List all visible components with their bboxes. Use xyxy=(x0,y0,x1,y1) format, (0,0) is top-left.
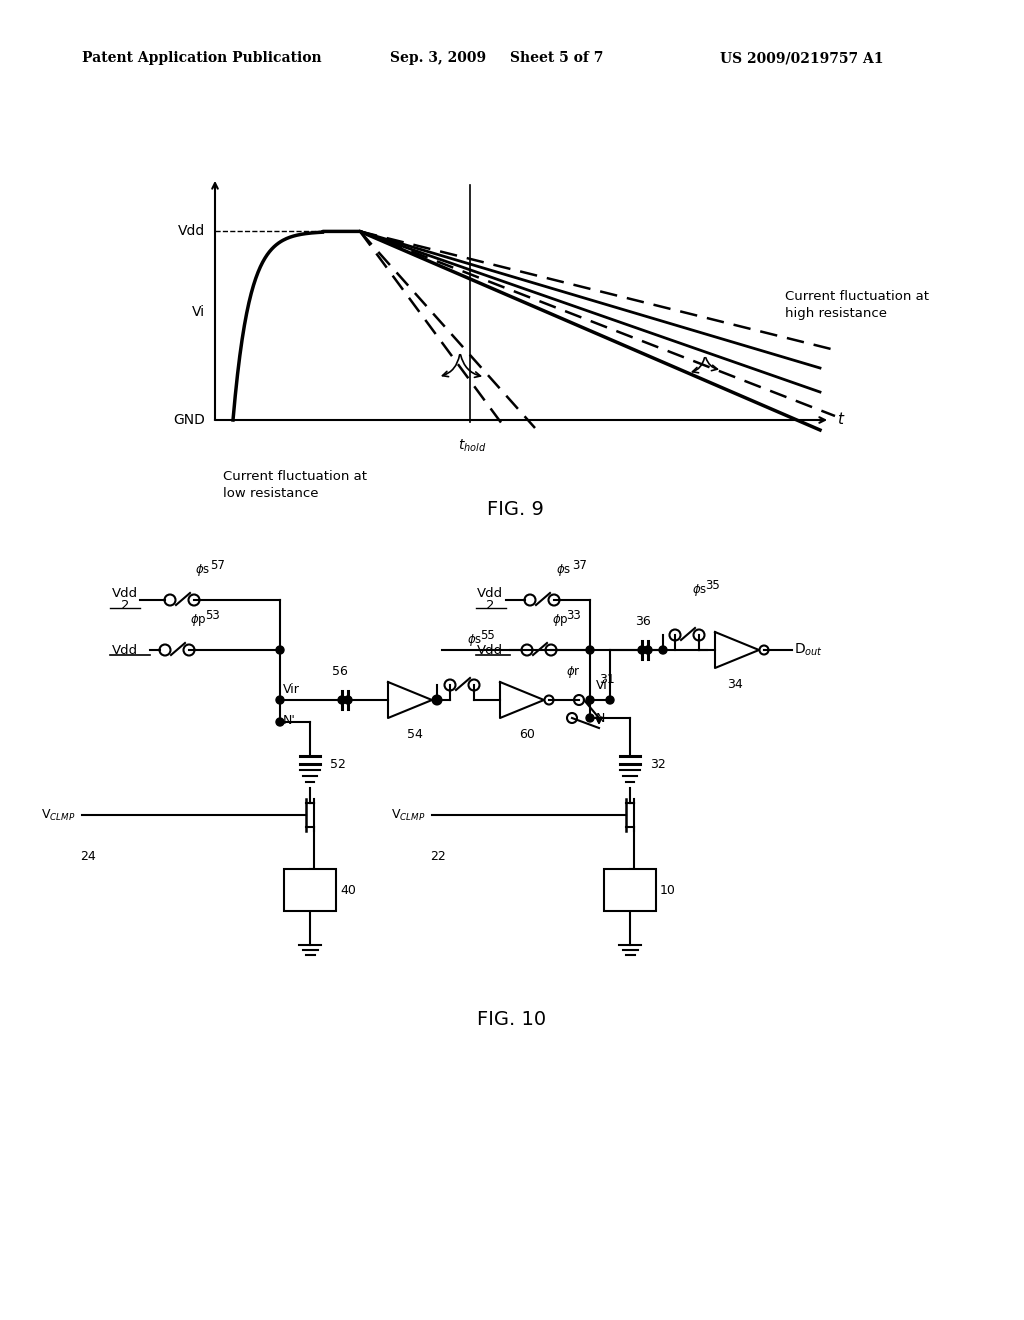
Text: 2: 2 xyxy=(485,599,495,612)
Text: $\phi$r: $\phi$r xyxy=(566,664,581,680)
Text: GND: GND xyxy=(173,413,205,426)
Text: US 2009/0219757 A1: US 2009/0219757 A1 xyxy=(720,51,884,65)
Bar xyxy=(284,869,336,911)
Text: Vdd: Vdd xyxy=(178,224,205,239)
Circle shape xyxy=(586,645,594,653)
Text: 24: 24 xyxy=(80,850,96,863)
Text: N: N xyxy=(596,711,605,725)
Circle shape xyxy=(338,696,346,704)
Text: 56: 56 xyxy=(332,665,348,678)
Text: Vdd: Vdd xyxy=(477,644,503,656)
Circle shape xyxy=(638,645,646,653)
Text: 34: 34 xyxy=(727,678,742,690)
Text: 10: 10 xyxy=(660,883,676,896)
Text: 32: 32 xyxy=(650,759,666,771)
Text: t: t xyxy=(837,412,843,428)
Text: V$_{CLMP}$: V$_{CLMP}$ xyxy=(390,808,425,822)
Circle shape xyxy=(659,645,667,653)
Circle shape xyxy=(276,718,284,726)
Text: 53: 53 xyxy=(205,609,220,622)
Text: 31: 31 xyxy=(599,673,614,686)
Text: 33: 33 xyxy=(566,609,581,622)
Bar xyxy=(604,869,656,911)
Text: Sep. 3, 2009: Sep. 3, 2009 xyxy=(390,51,486,65)
Text: $t_{hold}$: $t_{hold}$ xyxy=(458,438,486,454)
Text: Vi: Vi xyxy=(596,678,608,692)
Text: $\phi$s: $\phi$s xyxy=(467,632,482,648)
Circle shape xyxy=(644,645,652,653)
Text: Vir: Vir xyxy=(283,682,300,696)
Text: FIG. 10: FIG. 10 xyxy=(477,1010,547,1030)
Text: FIG. 9: FIG. 9 xyxy=(486,500,544,519)
Circle shape xyxy=(586,714,594,722)
Text: D$_{out}$: D$_{out}$ xyxy=(794,642,823,659)
Text: Sheet 5 of 7: Sheet 5 of 7 xyxy=(510,51,603,65)
Circle shape xyxy=(344,696,352,704)
Text: $\phi$s: $\phi$s xyxy=(195,562,210,578)
Text: Vdd: Vdd xyxy=(112,587,138,601)
Text: Patent Application Publication: Patent Application Publication xyxy=(82,51,322,65)
Text: $\phi$p: $\phi$p xyxy=(190,612,207,628)
Text: $\phi$s: $\phi$s xyxy=(692,582,708,598)
Text: 36: 36 xyxy=(635,615,651,628)
Text: $\phi$p: $\phi$p xyxy=(552,612,568,628)
Text: Current fluctuation at
low resistance: Current fluctuation at low resistance xyxy=(223,470,367,500)
Text: 37: 37 xyxy=(572,558,587,572)
Text: N': N' xyxy=(283,714,296,727)
Text: 54: 54 xyxy=(408,729,423,741)
Text: Current fluctuation at
high resistance: Current fluctuation at high resistance xyxy=(785,290,929,319)
Text: Vdd: Vdd xyxy=(477,587,503,601)
Circle shape xyxy=(433,696,441,704)
Text: 35: 35 xyxy=(705,579,720,591)
Circle shape xyxy=(276,645,284,653)
Circle shape xyxy=(276,696,284,704)
Text: 22: 22 xyxy=(430,850,445,863)
Text: 57: 57 xyxy=(210,558,225,572)
Text: 2: 2 xyxy=(121,599,129,612)
Text: 60: 60 xyxy=(519,729,535,741)
Circle shape xyxy=(586,696,594,704)
Text: 40: 40 xyxy=(340,883,356,896)
Text: Vdd: Vdd xyxy=(112,644,138,656)
Text: Vi: Vi xyxy=(191,305,205,319)
Circle shape xyxy=(606,696,614,704)
Text: 55: 55 xyxy=(480,630,495,642)
Text: 52: 52 xyxy=(330,759,346,771)
Text: $\phi$s: $\phi$s xyxy=(556,562,571,578)
Text: V$_{CLMP}$: V$_{CLMP}$ xyxy=(41,808,75,822)
